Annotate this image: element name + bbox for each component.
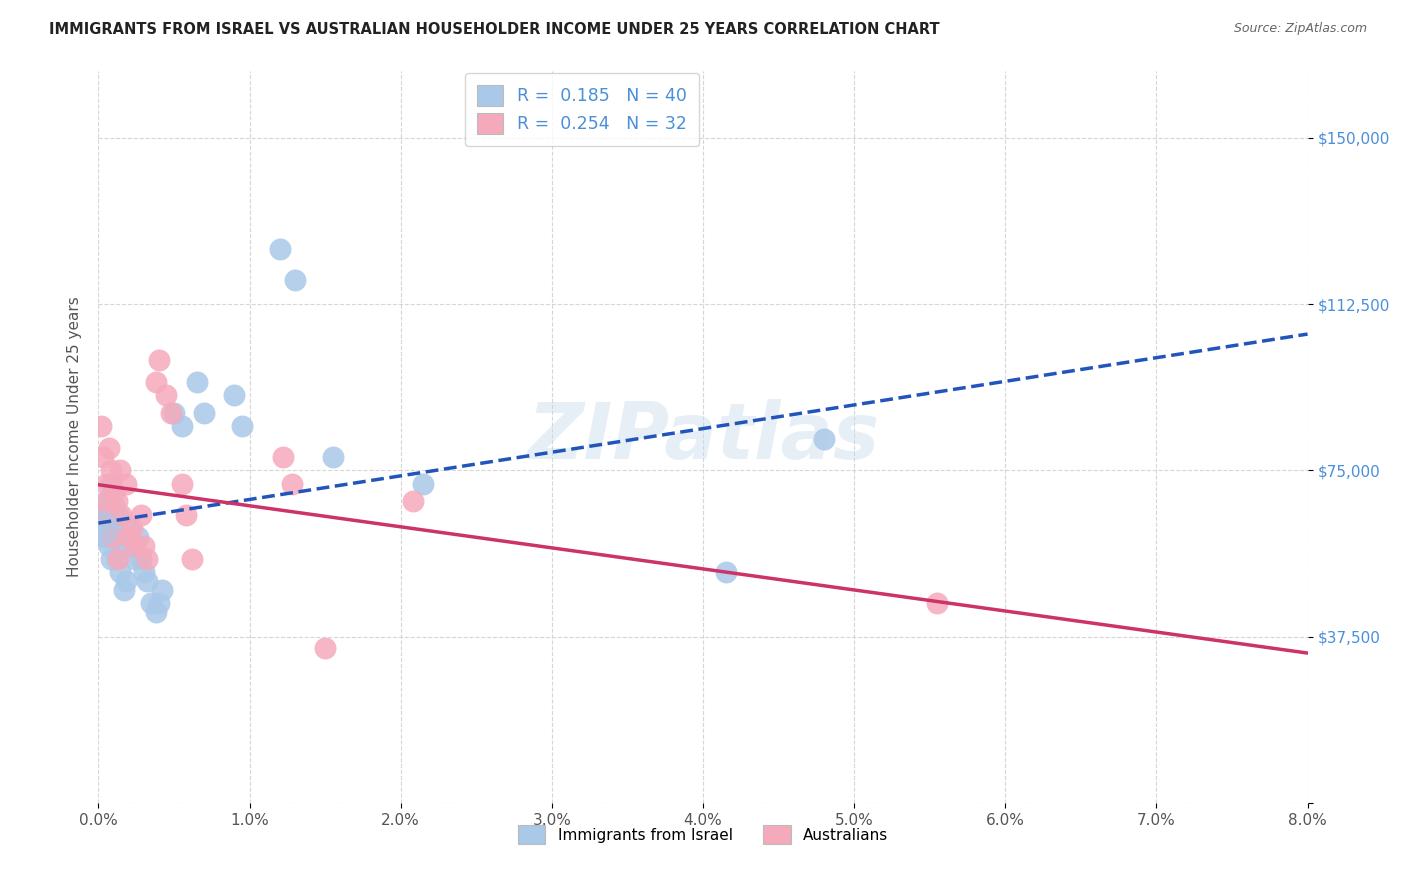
Point (284, 273, 307, 287)
Point (322, 450, 344, 464)
Point (181, 552, 204, 566)
Point (281, 476, 304, 491)
Text: IMMIGRANTS FROM ISRAEL VS AUSTRALIAN HOUSEHOLDER INCOME UNDER 25 YEARS CORRELATI: IMMIGRANTS FROM ISRAEL VS AUSTRALIAN HOU… (49, 22, 939, 37)
Point (108, 463, 131, 477)
Point (98, 539, 121, 553)
Point (224, 388, 246, 402)
Point (118, 521, 141, 535)
Point (148, 596, 170, 610)
Point (135, 574, 157, 589)
Point (110, 539, 132, 553)
Point (112, 582, 135, 597)
Point (94, 494, 117, 508)
Point (89, 521, 111, 535)
Point (96, 494, 118, 508)
Point (105, 494, 128, 508)
Point (107, 508, 129, 522)
Point (132, 566, 155, 580)
Legend: Immigrants from Israel, Australians: Immigrants from Israel, Australians (512, 819, 894, 850)
Point (90, 419, 112, 434)
Point (91, 508, 114, 522)
Point (170, 419, 193, 434)
Point (96, 512, 118, 526)
Point (160, 406, 183, 420)
Point (155, 388, 177, 402)
Point (127, 530, 149, 544)
Point (174, 508, 197, 522)
Point (110, 508, 132, 522)
Point (100, 476, 122, 491)
Point (186, 375, 208, 389)
Point (129, 508, 152, 522)
Point (94, 476, 117, 491)
Point (107, 552, 129, 566)
Point (121, 539, 143, 553)
Point (145, 375, 167, 389)
Y-axis label: Householder Income Under 25 years: Householder Income Under 25 years (66, 297, 82, 577)
Point (93, 530, 115, 544)
Point (103, 499, 125, 513)
Point (114, 574, 136, 589)
Point (231, 419, 253, 434)
Text: Source: ZipAtlas.com: Source: ZipAtlas.com (1233, 22, 1367, 36)
Point (269, 242, 291, 256)
Point (91, 450, 114, 464)
Point (101, 530, 124, 544)
Point (93, 508, 115, 522)
Point (105, 552, 128, 566)
Point (90, 521, 112, 535)
Point (118, 530, 141, 544)
Text: ZIPatlas: ZIPatlas (527, 399, 879, 475)
Point (314, 640, 336, 655)
Point (100, 463, 122, 477)
Point (271, 450, 294, 464)
Point (813, 432, 835, 446)
Point (193, 406, 215, 420)
Point (129, 552, 152, 566)
Point (101, 521, 124, 535)
Point (150, 582, 173, 597)
Point (145, 605, 167, 619)
Point (402, 494, 425, 508)
Point (927, 596, 949, 610)
Point (412, 476, 434, 491)
Point (124, 539, 146, 553)
Point (135, 552, 157, 566)
Point (124, 552, 146, 566)
Point (100, 552, 122, 566)
Point (148, 352, 170, 367)
Point (103, 485, 125, 500)
Point (104, 530, 127, 544)
Point (132, 539, 155, 553)
Point (714, 566, 737, 580)
Point (141, 596, 163, 610)
Point (121, 521, 143, 535)
Point (108, 566, 131, 580)
Point (163, 406, 186, 420)
Point (98, 441, 121, 455)
Point (170, 476, 193, 491)
Point (114, 476, 136, 491)
